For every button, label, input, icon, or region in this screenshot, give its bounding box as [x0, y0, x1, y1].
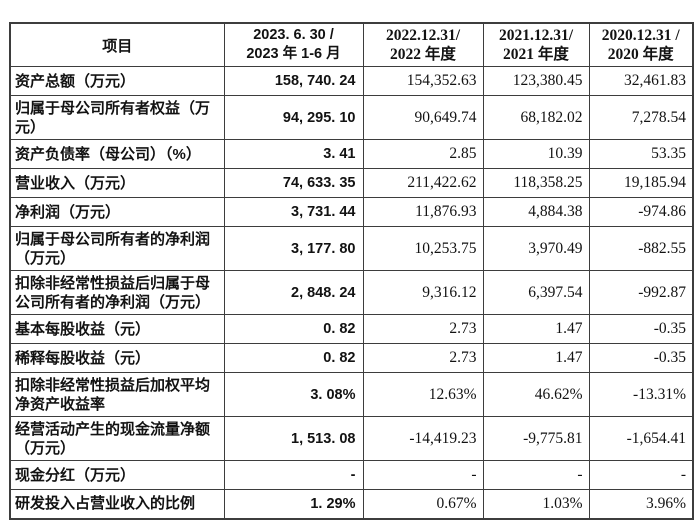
header-period-2020-line2: 2020 年度 [607, 46, 674, 63]
header-period-2020: 2020.12.31 / 2020 年度 [588, 22, 694, 67]
row-label: 资产总额（万元） [9, 66, 225, 96]
row-label: 基本每股收益（元） [9, 314, 225, 344]
row-label: 归属于母公司所有者的净利润（万元） [9, 226, 225, 271]
header-period-2021-line2: 2021 年度 [503, 46, 569, 63]
value-cell: 3,970.49 [482, 226, 590, 271]
value-cell: 0. 82 [223, 314, 364, 344]
value-cell: 74, 633. 35 [223, 168, 364, 198]
value-cell: 211,422.62 [362, 168, 484, 198]
value-cell: 94, 295. 10 [223, 95, 364, 140]
table-row-weighted-roe: 扣除非经常性损益后加权平均净资产收益率 3. 08% 12.63% 46.62%… [9, 372, 694, 417]
row-label: 稀释每股收益（元） [9, 343, 225, 373]
row-label: 扣除非经常性损益后归属于母公司所有者的净利润（万元） [9, 270, 225, 315]
value-cell: 19,185.94 [588, 168, 694, 198]
table-row-revenue: 营业收入（万元） 74, 633. 35 211,422.62 118,358.… [9, 168, 694, 198]
header-period-2023-line1: 2023. 6. 30 / [253, 27, 334, 43]
header-item: 项目 [9, 22, 225, 67]
value-cell: 1.47 [482, 343, 590, 373]
value-cell: 1, 513. 08 [223, 416, 364, 461]
table-row-debt-ratio: 资产负债率（母公司）（%） 3. 41 2.85 10.39 53.35 [9, 139, 694, 169]
value-cell: 2.73 [362, 343, 484, 373]
table-row-net-profit: 净利润（万元） 3, 731. 44 11,876.93 4,884.38 -9… [9, 197, 694, 227]
value-cell: -882.55 [588, 226, 694, 271]
header-period-2022: 2022.12.31/ 2022 年度 [362, 22, 484, 67]
table-row-parent-net-profit: 归属于母公司所有者的净利润（万元） 3, 177. 80 10,253.75 3… [9, 226, 694, 271]
value-cell: - [362, 460, 484, 490]
value-cell: 10.39 [482, 139, 590, 169]
value-cell: 1. 29% [223, 489, 364, 519]
value-cell: 7,278.54 [588, 95, 694, 140]
value-cell: 32,461.83 [588, 66, 694, 96]
row-label: 资产负债率（母公司）（%） [9, 139, 225, 169]
value-cell: 10,253.75 [362, 226, 484, 271]
value-cell: 6,397.54 [482, 270, 590, 315]
value-cell: 2.85 [362, 139, 484, 169]
table-row-deducted-net-profit: 扣除非经常性损益后归属于母公司所有者的净利润（万元） 2, 848. 24 9,… [9, 270, 694, 315]
value-cell: 53.35 [588, 139, 694, 169]
value-cell: - [223, 460, 364, 490]
table-row-diluted-eps: 稀释每股收益（元） 0. 82 2.73 1.47 -0.35 [9, 343, 694, 373]
value-cell: 118,358.25 [482, 168, 590, 198]
row-label: 经营活动产生的现金流量净额（万元） [9, 416, 225, 461]
value-cell: 68,182.02 [482, 95, 590, 140]
value-cell: - [588, 460, 694, 490]
row-label: 现金分红（万元） [9, 460, 225, 490]
header-period-2023-line2: 2023 年 1-6 月 [246, 46, 341, 62]
value-cell: 90,649.74 [362, 95, 484, 140]
value-cell: 9,316.12 [362, 270, 484, 315]
value-cell: 3, 177. 80 [223, 226, 364, 271]
table-header-row: 项目 2023. 6. 30 / 2023 年 1-6 月 2022.12.31… [9, 22, 694, 67]
value-cell: 1.47 [482, 314, 590, 344]
value-cell: - [482, 460, 590, 490]
header-period-2022-line2: 2022 年度 [390, 46, 456, 63]
value-cell: 3. 41 [223, 139, 364, 169]
header-period-2021: 2021.12.31/ 2021 年度 [482, 22, 590, 67]
value-cell: 11,876.93 [362, 197, 484, 227]
value-cell: 0.67% [362, 489, 484, 519]
value-cell: -9,775.81 [482, 416, 590, 461]
header-period-2023: 2023. 6. 30 / 2023 年 1-6 月 [223, 22, 364, 67]
row-label: 研发投入占营业收入的比例 [9, 489, 225, 519]
value-cell: 3.96% [588, 489, 694, 519]
row-label: 营业收入（万元） [9, 168, 225, 198]
row-label: 扣除非经常性损益后加权平均净资产收益率 [9, 372, 225, 417]
value-cell: -0.35 [588, 314, 694, 344]
value-cell: 3, 731. 44 [223, 197, 364, 227]
financial-summary-table: 项目 2023. 6. 30 / 2023 年 1-6 月 2022.12.31… [9, 22, 694, 520]
value-cell: 2.73 [362, 314, 484, 344]
value-cell: 0. 82 [223, 343, 364, 373]
value-cell: 3. 08% [223, 372, 364, 417]
table-row-operating-cash-flow: 经营活动产生的现金流量净额（万元） 1, 513. 08 -14,419.23 … [9, 416, 694, 461]
value-cell: -974.86 [588, 197, 694, 227]
table-row-cash-dividend: 现金分红（万元） - - - - [9, 460, 694, 490]
row-label: 净利润（万元） [9, 197, 225, 227]
value-cell: -1,654.41 [588, 416, 694, 461]
value-cell: -0.35 [588, 343, 694, 373]
value-cell: -13.31% [588, 372, 694, 417]
table-row-total-assets: 资产总额（万元） 158, 740. 24 154,352.63 123,380… [9, 66, 694, 96]
value-cell: 2, 848. 24 [223, 270, 364, 315]
value-cell: 4,884.38 [482, 197, 590, 227]
row-label: 归属于母公司所有者权益（万元） [9, 95, 225, 140]
value-cell: 1.03% [482, 489, 590, 519]
table-row-rd-ratio: 研发投入占营业收入的比例 1. 29% 0.67% 1.03% 3.96% [9, 489, 694, 519]
table-row-basic-eps: 基本每股收益（元） 0. 82 2.73 1.47 -0.35 [9, 314, 694, 344]
value-cell: 158, 740. 24 [223, 66, 364, 96]
header-period-2021-line1: 2021.12.31/ [498, 27, 574, 44]
value-cell: 154,352.63 [362, 66, 484, 96]
value-cell: 12.63% [362, 372, 484, 417]
value-cell: -14,419.23 [362, 416, 484, 461]
value-cell: 46.62% [482, 372, 590, 417]
header-period-2020-line1: 2020.12.31 / [601, 27, 680, 44]
table-row-parent-equity: 归属于母公司所有者权益（万元） 94, 295. 10 90,649.74 68… [9, 95, 694, 140]
value-cell: 123,380.45 [482, 66, 590, 96]
header-period-2022-line1: 2022.12.31/ [385, 27, 461, 44]
value-cell: -992.87 [588, 270, 694, 315]
